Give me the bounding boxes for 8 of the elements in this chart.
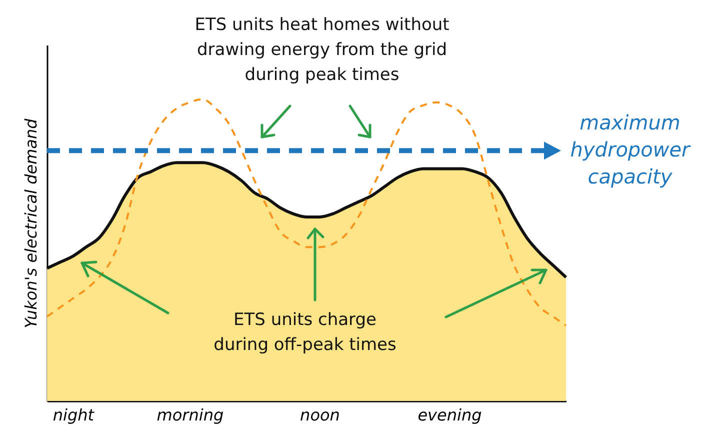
x-tick-label: evening [418,406,482,424]
text: ETS units heat homes without drawing energy from the grid during peak times [194,15,450,85]
y-axis-title: Yukon's electrical demand [22,118,40,328]
x-tick-label: morning [156,406,224,424]
x-tick-label: night [52,406,95,424]
ref-line-label: maximum hydropower capacity [570,110,692,189]
x-tick-label: noon [300,406,340,424]
annotation: ETS units charge during off-peak times [214,310,396,355]
